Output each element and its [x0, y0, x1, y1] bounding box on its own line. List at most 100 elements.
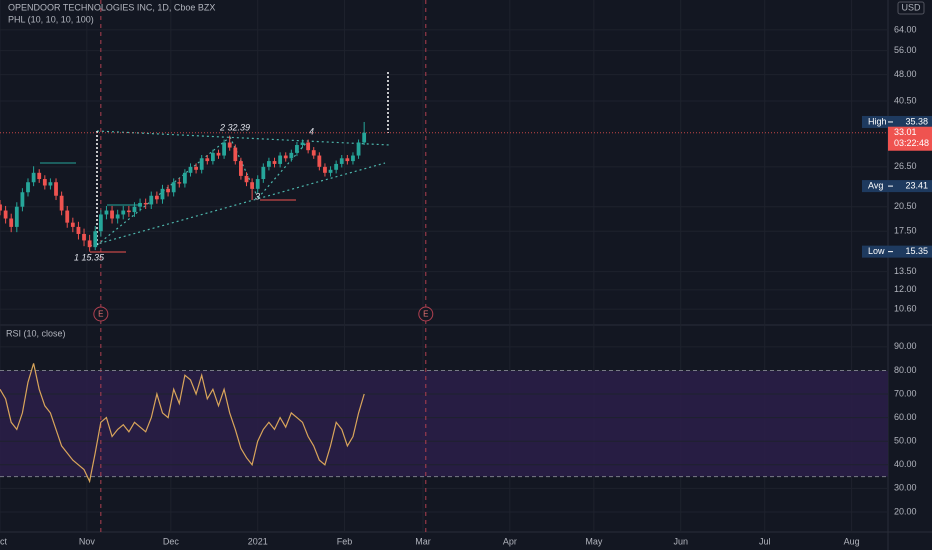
candle-body [54, 182, 58, 196]
candle-body [295, 145, 299, 153]
candle-body [104, 210, 109, 215]
candle-body [132, 206, 137, 213]
earnings-marker [93, 306, 109, 322]
candle-body [87, 240, 92, 248]
candle-body [149, 195, 154, 205]
price-label-box [862, 180, 932, 193]
x-tick-label: ct [0, 536, 8, 546]
price-label: 23.41 [905, 180, 928, 190]
candle-body [328, 169, 333, 173]
candle-body [65, 210, 70, 223]
y-tick-label: 10.60 [894, 304, 917, 314]
x-tick-label: Mar [415, 536, 431, 546]
y-tick-label: 50.00 [894, 436, 917, 446]
annotation: 4 [309, 126, 314, 136]
y-tick-label: 13.50 [894, 266, 917, 276]
candle-body [143, 202, 148, 205]
x-tick-label: Apr [503, 536, 517, 546]
y-tick-label: 12.00 [894, 284, 917, 294]
currency-box [897, 1, 925, 15]
candle-body [311, 150, 316, 156]
candle-body [59, 195, 64, 211]
candle-body [351, 155, 355, 162]
currency: USD [901, 2, 921, 12]
candle-body [356, 142, 361, 156]
candle-body [272, 161, 277, 164]
candle-body [14, 206, 19, 227]
candle-body [233, 147, 238, 162]
price-label-box [862, 245, 932, 258]
y-tick-label: 80.00 [894, 365, 917, 375]
last-price-box [888, 126, 932, 151]
candle-body [3, 210, 8, 219]
y-tick-label: 17.50 [894, 226, 917, 236]
rsi-title: RSI (10, close) [6, 328, 66, 338]
candle-body [199, 158, 204, 170]
candle-body [205, 158, 210, 162]
candle-body [216, 152, 221, 156]
indicator-title: PHL (10, 10, 10, 100) [8, 14, 94, 24]
earnings-label: E [423, 310, 428, 319]
y-tick-label: 90.00 [894, 341, 917, 351]
candle-body [177, 182, 182, 184]
x-tick-label: Aug [844, 536, 860, 546]
x-tick-label: 2021 [248, 536, 268, 546]
y-tick-label: 20.50 [894, 201, 917, 211]
last-price: 33.01 [894, 127, 917, 137]
x-tick-label: Jul [759, 536, 771, 546]
candle-body [115, 214, 120, 219]
candle-body [222, 142, 227, 156]
candle-body [239, 161, 243, 176]
x-tick-label: Feb [337, 536, 353, 546]
y-tick-label: 40.50 [894, 95, 917, 105]
candle-body [300, 142, 305, 146]
candle-body [31, 172, 36, 183]
candle-body [261, 166, 266, 180]
candle-body [70, 222, 75, 227]
price-label: Avg [868, 180, 883, 190]
price-label: High [868, 116, 887, 126]
annotation: 2 32.39 [219, 122, 250, 132]
candle-body [160, 188, 165, 200]
candle-body [283, 155, 288, 159]
chart-title: OPENDOOR TECHNOLOGIES INC, 1D, Cboe BZX [8, 2, 215, 12]
candle-body [37, 172, 42, 180]
candle-body [278, 155, 283, 164]
candle-body [306, 142, 311, 151]
y-tick-label: 56.00 [894, 45, 917, 55]
earnings-marker [418, 306, 434, 322]
candle-body [0, 204, 2, 211]
candle-body [166, 188, 170, 193]
x-tick-label: Jun [673, 536, 688, 546]
y-tick-label: 26.50 [894, 161, 917, 171]
candle-body [98, 214, 103, 232]
candle-body [93, 231, 98, 248]
candle-body [126, 210, 131, 213]
candle-body [82, 233, 86, 241]
candle-body [26, 182, 30, 193]
price-label: Low [868, 246, 885, 256]
earnings-label: E [98, 310, 103, 319]
x-tick-label: Dec [163, 536, 180, 546]
candle-body [110, 210, 114, 219]
x-tick-label: May [585, 536, 603, 546]
rsi-band [0, 370, 888, 477]
candle-body [345, 158, 350, 162]
candle-body [334, 163, 339, 170]
candle-body [210, 152, 215, 162]
candle-body [317, 155, 322, 167]
candle-body [171, 182, 176, 193]
candle-body [267, 161, 271, 167]
x-tick-label: Nov [79, 536, 96, 546]
price-label-box [862, 115, 932, 128]
candle-body [339, 158, 344, 164]
candle-body [154, 195, 159, 200]
y-tick-label: 20.00 [894, 506, 917, 516]
y-tick-label: 60.00 [894, 412, 917, 422]
candle-body [42, 179, 47, 186]
candle-body [20, 192, 25, 207]
candle-body [255, 179, 260, 189]
rsi-line [0, 363, 365, 484]
